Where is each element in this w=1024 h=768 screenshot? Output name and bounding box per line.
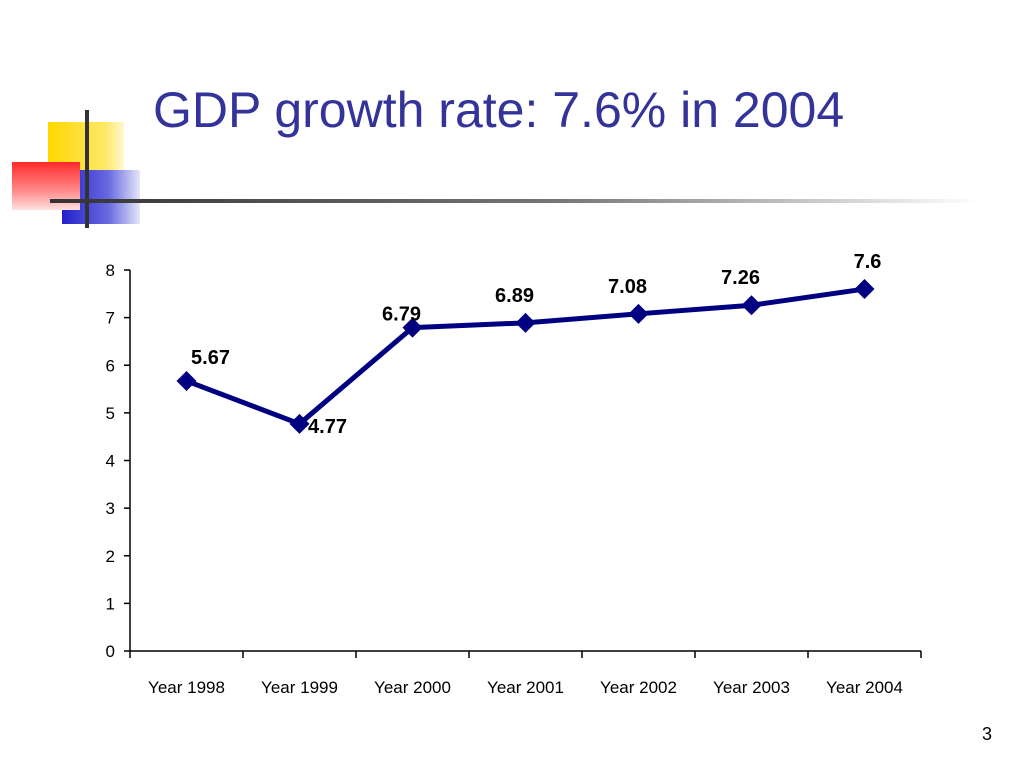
y-tick-label: 3 bbox=[106, 499, 115, 518]
data-point-marker bbox=[289, 413, 310, 434]
slide-title: GDP growth rate: 7.6% in 2004 bbox=[153, 82, 845, 138]
page-number: 3 bbox=[981, 724, 992, 744]
data-point-marker bbox=[402, 317, 423, 338]
y-tick-label: 4 bbox=[106, 452, 115, 471]
data-label: 6.79 bbox=[382, 304, 421, 326]
data-point-marker bbox=[515, 312, 536, 333]
data-point-marker bbox=[628, 303, 649, 324]
y-tick-label: 6 bbox=[106, 356, 115, 375]
x-tick-label: Year 2002 bbox=[600, 678, 677, 697]
y-tick-label: 5 bbox=[106, 404, 115, 423]
data-label: 4.77 bbox=[308, 416, 347, 438]
data-point-marker bbox=[176, 370, 197, 391]
data-point-marker bbox=[741, 295, 762, 316]
y-tick-label: 0 bbox=[106, 642, 115, 661]
deco-vertical-line bbox=[85, 110, 89, 228]
data-label: 7.26 bbox=[721, 267, 760, 289]
x-tick-label: Year 2000 bbox=[374, 678, 451, 697]
x-tick-label: Year 1998 bbox=[148, 678, 225, 697]
data-label: 7.6 bbox=[854, 251, 882, 273]
y-tick-label: 7 bbox=[106, 309, 115, 328]
x-tick-label: Year 2004 bbox=[826, 678, 903, 697]
data-label: 5.67 bbox=[191, 347, 230, 369]
data-label: 6.89 bbox=[495, 285, 534, 307]
y-tick-label: 1 bbox=[106, 594, 115, 613]
y-tick-label: 8 bbox=[106, 261, 115, 280]
series-line bbox=[185, 286, 865, 427]
slide-decoration bbox=[12, 110, 980, 228]
deco-horizontal-line bbox=[50, 199, 980, 203]
x-tick-label: Year 1999 bbox=[261, 678, 338, 697]
data-point-marker bbox=[854, 279, 875, 300]
y-tick-label: 2 bbox=[106, 547, 115, 566]
x-tick-label: Year 2003 bbox=[713, 678, 790, 697]
x-tick-label: Year 2001 bbox=[487, 678, 564, 697]
data-label: 7.08 bbox=[608, 276, 647, 298]
